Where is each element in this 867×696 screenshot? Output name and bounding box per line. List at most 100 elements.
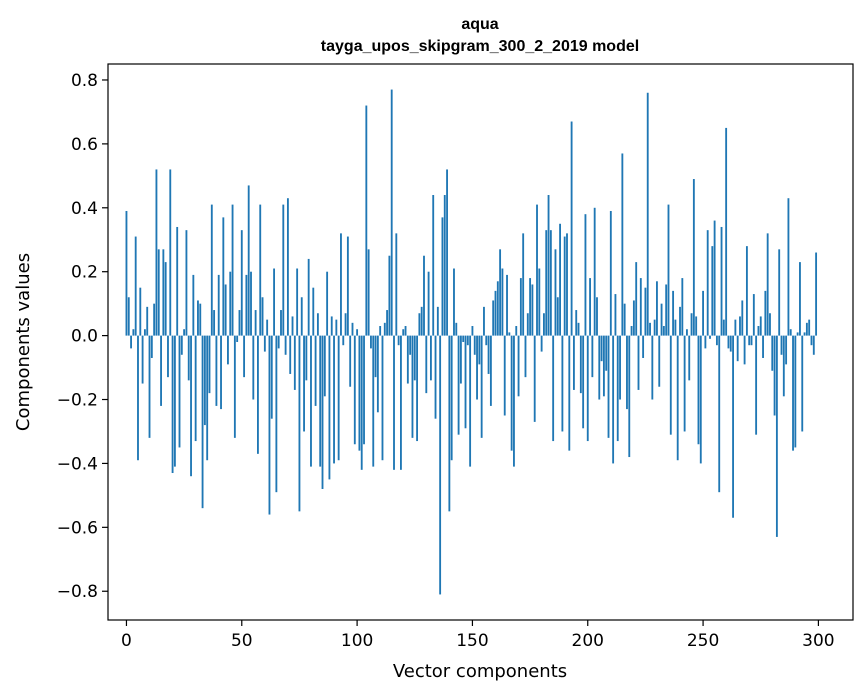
x-axis-label: Vector components: [393, 661, 567, 682]
bar: [335, 319, 338, 336]
bar: [148, 335, 151, 438]
bar: [637, 335, 640, 390]
bar: [388, 255, 391, 336]
bar: [607, 335, 610, 438]
y-tick-label: −0.6: [57, 518, 98, 538]
bar: [672, 290, 675, 336]
bar: [321, 335, 324, 489]
bar: [342, 335, 345, 346]
bar: [586, 335, 589, 442]
y-tick-label: −0.4: [57, 454, 98, 474]
x-tick-label: 100: [341, 631, 373, 651]
bar: [360, 335, 363, 470]
bar: [572, 335, 575, 390]
bar: [356, 329, 359, 336]
bar: [351, 322, 354, 336]
bar: [543, 313, 545, 336]
bar: [748, 335, 751, 346]
bar: [626, 335, 628, 410]
bar: [448, 335, 451, 512]
bar: [330, 316, 333, 336]
bar: [160, 335, 162, 406]
bar: [494, 290, 497, 336]
bar: [229, 271, 232, 336]
bar: [487, 335, 490, 374]
bar: [612, 335, 615, 464]
bar: [775, 335, 778, 537]
bar: [757, 326, 760, 336]
bar: [692, 179, 695, 336]
bar: [386, 310, 389, 336]
bar: [457, 335, 460, 435]
bar: [492, 300, 495, 336]
bar: [711, 246, 714, 336]
bar: [340, 233, 342, 336]
bar: [150, 335, 153, 358]
bar: [436, 306, 439, 336]
bar: [427, 271, 430, 336]
bar: [706, 230, 709, 336]
bar: [771, 335, 774, 371]
y-tick-label: −0.2: [57, 391, 98, 411]
bar: [282, 204, 285, 336]
bar: [531, 284, 534, 336]
y-tick-label: 0.0: [71, 327, 98, 347]
bar: [577, 322, 580, 336]
bar: [739, 316, 741, 336]
bar: [206, 335, 209, 461]
bar: [155, 169, 158, 336]
bar: [259, 204, 262, 336]
bar: [286, 198, 289, 336]
bar: [522, 233, 525, 336]
bar: [538, 268, 541, 336]
bar: [406, 335, 409, 384]
x-tick-label: 50: [231, 631, 253, 651]
bar: [319, 335, 322, 467]
y-tick-label: 0.6: [71, 135, 98, 155]
bar: [296, 268, 299, 336]
bar: [245, 274, 248, 336]
bar: [750, 335, 753, 346]
bar: [697, 335, 700, 445]
bar: [722, 319, 725, 336]
bar: [466, 335, 469, 346]
bar: [561, 335, 564, 432]
bar: [374, 335, 377, 378]
bar: [549, 230, 552, 336]
bar: [485, 335, 488, 346]
bar: [704, 335, 707, 349]
bar: [446, 169, 448, 336]
bar: [333, 335, 335, 464]
bar: [600, 335, 603, 362]
bar: [815, 252, 818, 336]
bar: [780, 335, 783, 355]
bar: [568, 335, 571, 451]
bar: [559, 223, 561, 336]
bar: [810, 335, 813, 346]
bar: [222, 217, 225, 336]
bar: [796, 332, 799, 336]
x-tick-label: 300: [802, 631, 834, 651]
bar: [674, 319, 677, 336]
bar: [298, 335, 301, 512]
bar: [621, 153, 624, 336]
bar: [183, 329, 186, 336]
bar: [441, 217, 444, 336]
bar: [778, 249, 781, 336]
bar: [745, 246, 748, 336]
bar: [141, 335, 144, 384]
bar: [579, 335, 582, 394]
bar: [139, 287, 142, 336]
bar: [540, 335, 543, 352]
bar: [503, 335, 506, 416]
bar: [695, 316, 698, 336]
bar: [316, 313, 319, 336]
bar: [658, 335, 661, 387]
bar: [409, 335, 412, 355]
bar: [224, 284, 227, 336]
bar: [752, 294, 755, 336]
bar: [462, 335, 465, 342]
bar: [536, 204, 538, 336]
bar: [217, 274, 220, 336]
